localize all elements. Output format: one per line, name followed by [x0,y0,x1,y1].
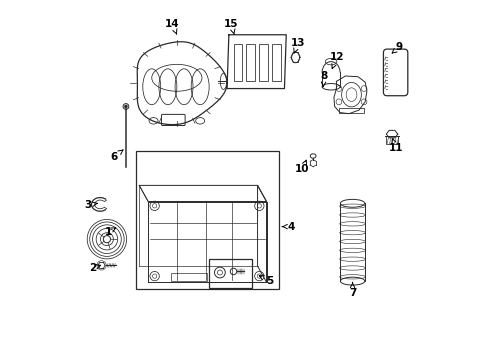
Text: 8: 8 [320,71,327,87]
Circle shape [125,105,127,108]
Text: 2: 2 [89,263,100,273]
Bar [246,44,255,81]
Bar [386,136,398,144]
Text: 7: 7 [349,282,356,298]
Text: 9: 9 [392,42,403,53]
Text: 13: 13 [291,38,305,53]
Bar [136,151,279,289]
Text: 11: 11 [389,139,403,153]
Text: 3: 3 [84,200,98,210]
Text: 15: 15 [224,19,239,35]
Text: 6: 6 [110,150,123,162]
Bar [234,44,242,81]
Text: 12: 12 [330,52,344,68]
Bar [209,259,252,288]
Text: 1: 1 [104,227,116,237]
Text: 4: 4 [282,222,295,231]
Text: 14: 14 [165,19,180,35]
Bar [172,273,207,281]
Bar [259,44,268,81]
Text: 10: 10 [295,160,310,174]
Bar [339,108,364,113]
Bar [272,44,281,81]
Text: 5: 5 [259,276,274,286]
